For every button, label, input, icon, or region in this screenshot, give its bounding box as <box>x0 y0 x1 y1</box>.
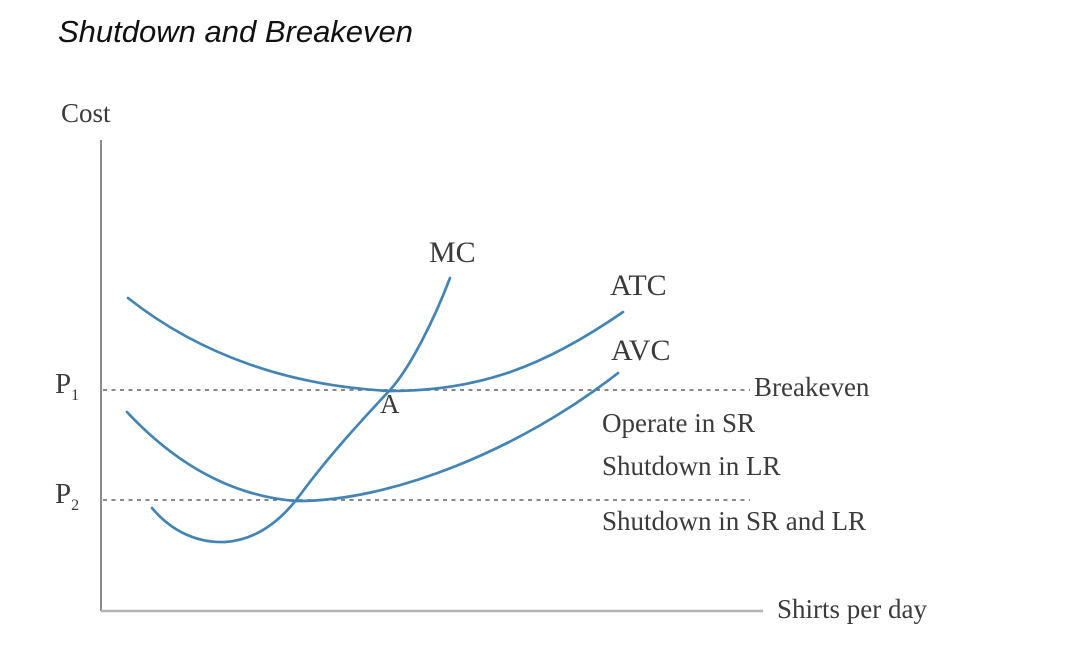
y-axis-label: Cost <box>61 98 111 128</box>
shutdown-in-sr-lr-annotation: Shutdown in SR and LR <box>602 506 867 536</box>
shutdown-in-lr-annotation: Shutdown in LR <box>602 451 781 481</box>
p2-subscript: 2 <box>71 497 80 515</box>
atc-curve <box>126 296 625 393</box>
x-axis-label: Shirts per day <box>777 594 927 624</box>
figure-title: Shutdown and Breakeven <box>58 14 414 49</box>
mc-curve-label: MC <box>429 236 476 269</box>
operate-in-sr-annotation: Operate in SR <box>602 408 755 438</box>
price-p1-label: P1 <box>55 368 80 405</box>
point-a-label: A <box>380 389 400 419</box>
p1-subscript: 1 <box>71 387 80 405</box>
atc-curve-label: ATC <box>610 269 667 302</box>
price-p2-label: P2 <box>55 478 80 515</box>
avc-curve <box>125 371 620 503</box>
breakeven-annotation: Breakeven <box>754 372 870 402</box>
mc-curve <box>150 276 452 544</box>
avc-curve-label: AVC <box>611 334 671 367</box>
